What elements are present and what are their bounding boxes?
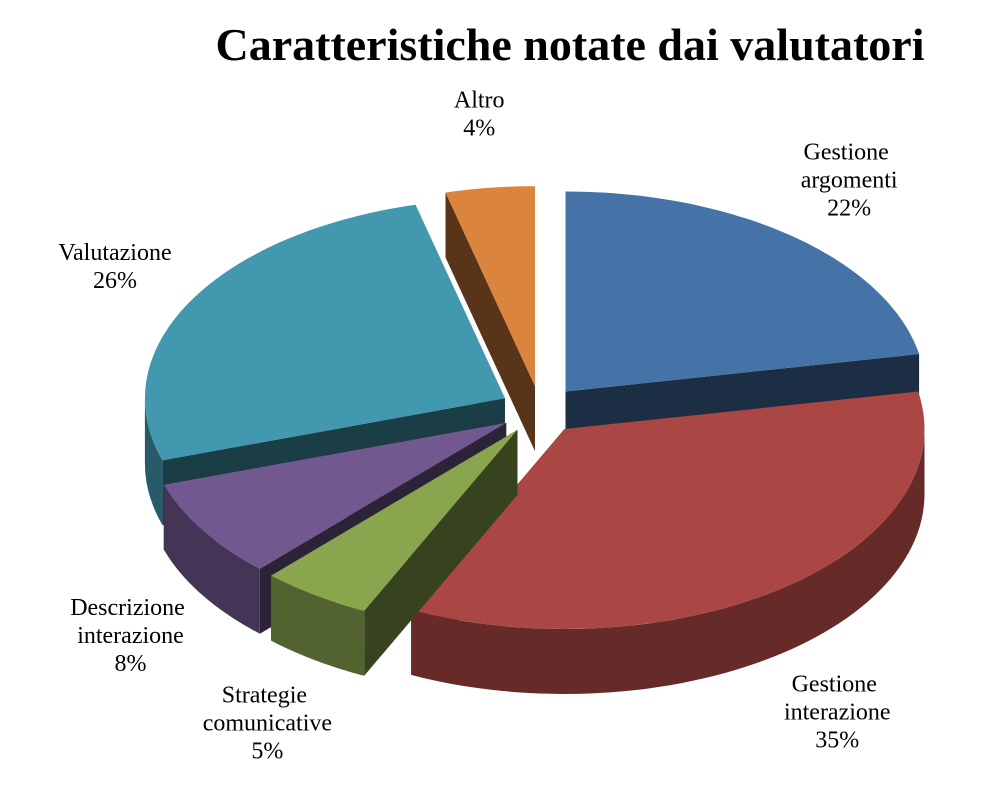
- slice-label: Altro: [454, 87, 505, 113]
- slice-side: [271, 575, 365, 676]
- label-line: Descrizione: [70, 595, 191, 621]
- label-line: argomenti: [801, 168, 898, 194]
- slice: [565, 191, 920, 392]
- label-line: Gestione: [792, 671, 883, 697]
- label-line: Altro: [454, 87, 505, 113]
- slice-label: Gestione interazione: [784, 671, 891, 725]
- value-label: 26%: [93, 268, 137, 294]
- chart-title: Caratteristiche notate dai valutatori: [215, 19, 924, 70]
- slice: [411, 391, 925, 629]
- slice: [445, 186, 535, 387]
- slice-side: [144, 398, 163, 526]
- slice: [163, 422, 507, 569]
- label-line: comunicative: [203, 710, 332, 736]
- label-line: interazione: [784, 699, 891, 725]
- slice-label: Descrizione interazione: [70, 595, 191, 649]
- slice: [145, 204, 505, 461]
- value-label: 4%: [463, 115, 495, 141]
- value-label: 5%: [251, 738, 283, 764]
- label-line: Gestione: [803, 140, 894, 166]
- value-label: 22%: [827, 196, 871, 222]
- slice-side: [411, 429, 925, 694]
- value-label: 35%: [815, 727, 859, 753]
- slice-side: [163, 484, 260, 634]
- slice-label: Valutazione: [58, 240, 171, 266]
- label-line: Valutazione: [58, 240, 171, 266]
- label-line: interazione: [77, 623, 184, 649]
- value-label: 8%: [115, 651, 147, 677]
- slice-label: Gestione argomenti: [801, 140, 898, 194]
- slice-side: [445, 192, 535, 452]
- slice-label: Strategie comunicative: [203, 682, 332, 736]
- slice: [271, 429, 518, 611]
- label-line: Strategie: [222, 682, 313, 708]
